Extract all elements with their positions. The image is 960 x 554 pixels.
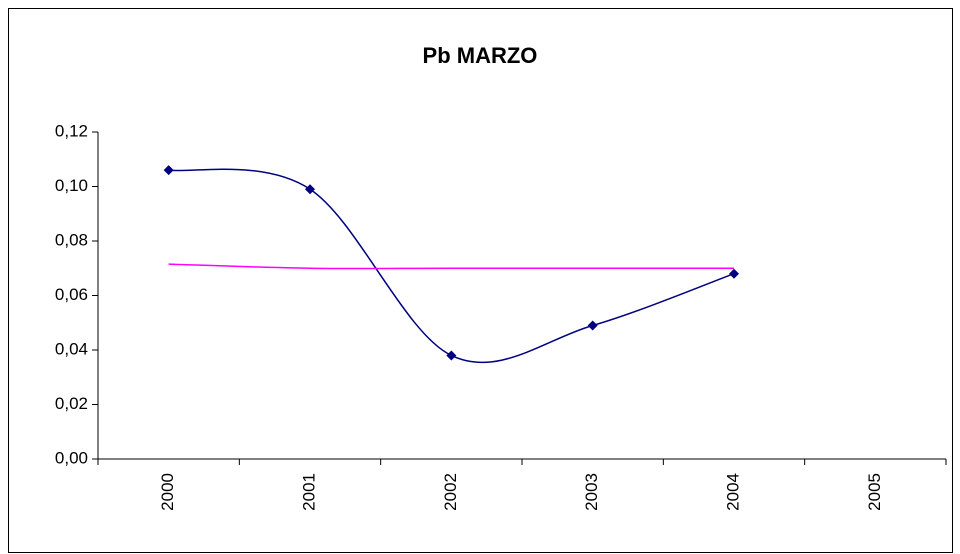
y-tick-label: 0,12 xyxy=(55,121,88,140)
y-tick-label: 0,04 xyxy=(55,339,88,358)
marker xyxy=(305,184,315,195)
x-tick-label: 2004 xyxy=(723,473,742,511)
y-tick-label: 0,10 xyxy=(55,176,88,195)
series-line xyxy=(168,168,735,364)
y-tick-label: 0,08 xyxy=(55,230,88,249)
series-line xyxy=(168,263,734,270)
chart-border xyxy=(8,8,953,553)
marker xyxy=(729,268,739,279)
marker xyxy=(587,320,598,331)
y-tick-label: 0,00 xyxy=(55,448,88,467)
y-tick-label: 0,06 xyxy=(55,285,88,304)
marker xyxy=(163,165,174,176)
chart-title: Pb MARZO xyxy=(423,43,538,68)
x-tick-label: 2005 xyxy=(865,473,884,511)
marker xyxy=(446,350,457,361)
x-tick-label: 2002 xyxy=(441,473,460,511)
x-tick-label: 2000 xyxy=(158,473,177,511)
x-tick-label: 2001 xyxy=(299,473,318,511)
y-tick-label: 0,02 xyxy=(55,394,88,413)
x-tick-label: 2003 xyxy=(582,473,601,511)
